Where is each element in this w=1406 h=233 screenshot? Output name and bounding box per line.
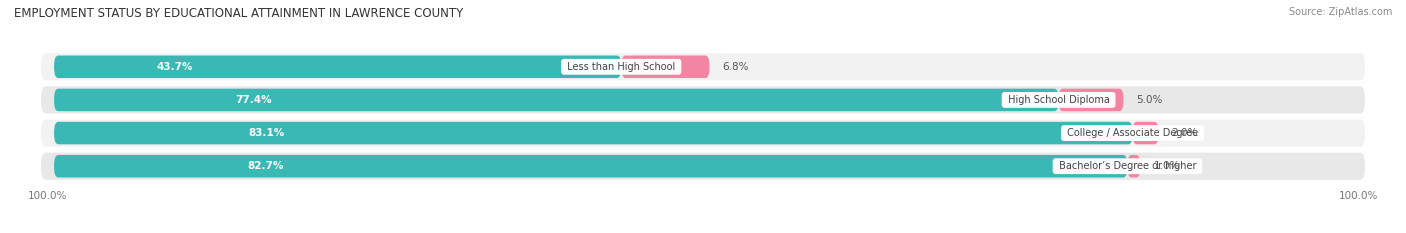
Text: 6.8%: 6.8% bbox=[723, 62, 749, 72]
Text: 77.4%: 77.4% bbox=[235, 95, 271, 105]
FancyBboxPatch shape bbox=[1133, 122, 1159, 144]
FancyBboxPatch shape bbox=[621, 55, 710, 78]
Text: 1.0%: 1.0% bbox=[1153, 161, 1180, 171]
FancyBboxPatch shape bbox=[41, 86, 1365, 113]
Text: 43.7%: 43.7% bbox=[156, 62, 193, 72]
FancyBboxPatch shape bbox=[53, 122, 1133, 144]
FancyBboxPatch shape bbox=[41, 53, 1365, 80]
FancyBboxPatch shape bbox=[53, 55, 621, 78]
Text: 82.7%: 82.7% bbox=[247, 161, 284, 171]
Text: Bachelor’s Degree or higher: Bachelor’s Degree or higher bbox=[1056, 161, 1199, 171]
Text: 5.0%: 5.0% bbox=[1136, 95, 1163, 105]
Text: EMPLOYMENT STATUS BY EDUCATIONAL ATTAINMENT IN LAWRENCE COUNTY: EMPLOYMENT STATUS BY EDUCATIONAL ATTAINM… bbox=[14, 7, 464, 20]
Text: 100.0%: 100.0% bbox=[1339, 191, 1378, 201]
Text: High School Diploma: High School Diploma bbox=[1005, 95, 1112, 105]
Text: College / Associate Degree: College / Associate Degree bbox=[1064, 128, 1201, 138]
Text: Source: ZipAtlas.com: Source: ZipAtlas.com bbox=[1288, 7, 1392, 17]
Text: 83.1%: 83.1% bbox=[249, 128, 284, 138]
FancyBboxPatch shape bbox=[53, 89, 1059, 111]
Text: Less than High School: Less than High School bbox=[564, 62, 679, 72]
FancyBboxPatch shape bbox=[1128, 155, 1140, 178]
FancyBboxPatch shape bbox=[41, 120, 1365, 147]
Text: 2.0%: 2.0% bbox=[1171, 128, 1198, 138]
FancyBboxPatch shape bbox=[1059, 89, 1123, 111]
FancyBboxPatch shape bbox=[41, 153, 1365, 180]
FancyBboxPatch shape bbox=[53, 155, 1128, 178]
Text: 100.0%: 100.0% bbox=[28, 191, 67, 201]
